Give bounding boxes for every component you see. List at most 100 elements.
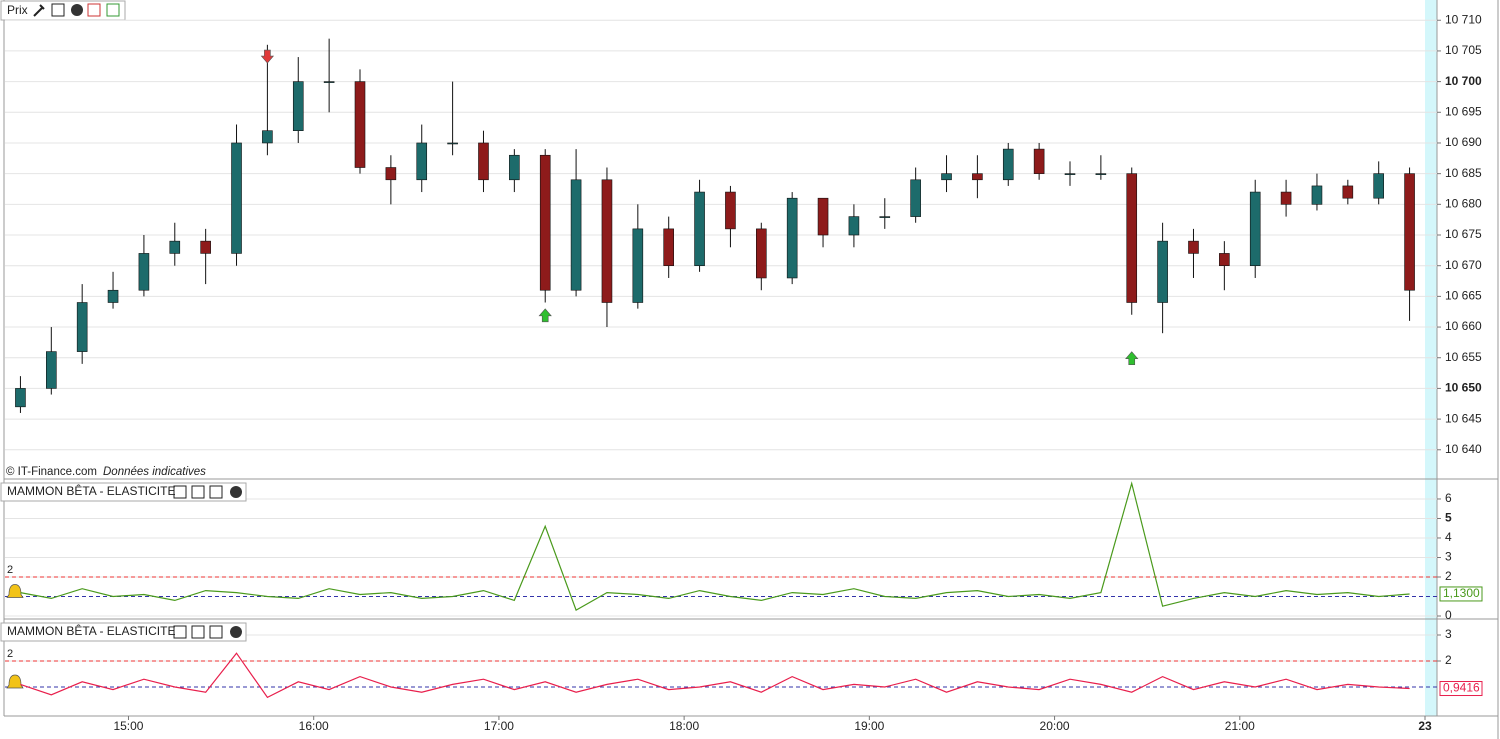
- y-tick-label: 10 680: [1445, 197, 1482, 211]
- candle-body: [663, 228, 674, 266]
- window-icon[interactable]: [51, 3, 65, 17]
- header-icon[interactable]: [209, 625, 223, 639]
- y-tick-label: 10 685: [1445, 166, 1482, 180]
- y-tick-label: 3: [1445, 550, 1452, 564]
- indicator-line: [20, 481, 1410, 611]
- candle-body: [416, 142, 428, 181]
- candle-body: [200, 240, 211, 254]
- signal-arrow: [260, 49, 275, 64]
- y-tick-label: 10 670: [1445, 258, 1482, 272]
- candle-body: [292, 81, 304, 131]
- candle-body: [941, 173, 952, 181]
- candle-body: [1373, 173, 1384, 199]
- header-icon[interactable]: [230, 486, 242, 498]
- header-icon[interactable]: [230, 626, 242, 638]
- candle-body: [15, 388, 26, 408]
- y-tick-label: 3: [1445, 627, 1452, 641]
- panel-title: MAMMON BÊTA - ELASTICITE: [7, 623, 175, 638]
- signal-arrow: [1125, 351, 1139, 366]
- copyright: © IT-Finance.com: [6, 466, 97, 478]
- candle-body: [1095, 173, 1107, 175]
- signal-arrow: [538, 308, 552, 323]
- y-tick-label: 10 695: [1445, 104, 1482, 118]
- indicator-line: [20, 652, 1410, 699]
- alert-bell: [6, 584, 24, 598]
- panel-title: MAMMON BÊTA - ELASTICITE: [7, 483, 175, 498]
- close-icon[interactable]: [71, 4, 83, 16]
- down-icon[interactable]: [87, 3, 101, 17]
- candle-body: [354, 81, 366, 168]
- y-tick-label: 10 690: [1445, 135, 1482, 149]
- candle-body: [447, 142, 458, 145]
- candle-body: [1311, 185, 1323, 205]
- level-label: 2: [7, 648, 13, 660]
- y-tick-label: 2: [1445, 569, 1452, 583]
- candle-body: [570, 179, 582, 291]
- y-tick-label: 10 710: [1445, 12, 1482, 26]
- y-tick-label: 5: [1445, 511, 1452, 525]
- value-box: [1439, 586, 1483, 602]
- x-tick-label: 18:00: [669, 719, 699, 733]
- y-tick-label: 2: [1445, 653, 1452, 667]
- y-tick-label: 10 665: [1445, 289, 1482, 303]
- candle-body: [1404, 173, 1415, 291]
- candle-body: [1188, 240, 1199, 254]
- y-tick-label: 10 705: [1445, 43, 1482, 57]
- candle-body: [46, 351, 57, 389]
- header-icon[interactable]: [191, 625, 205, 639]
- candle-body: [323, 81, 335, 83]
- candle-body: [1126, 173, 1138, 303]
- price-header: Prix: [0, 0, 126, 21]
- header-icon[interactable]: [173, 625, 187, 639]
- y-tick-label: 10 640: [1445, 442, 1482, 456]
- header-icon[interactable]: [209, 485, 223, 499]
- candle-body: [848, 216, 860, 236]
- y-tick-label: 0: [1445, 608, 1452, 622]
- candle-body: [169, 240, 181, 254]
- up-icon[interactable]: [106, 3, 120, 17]
- y-tick-label: 10 675: [1445, 227, 1482, 241]
- y-tick-label: 10 650: [1445, 381, 1482, 395]
- candle-body: [601, 179, 613, 303]
- candle-body: [1033, 148, 1045, 174]
- candle-body: [632, 228, 644, 303]
- last-value-label: 0,9416: [1443, 681, 1480, 695]
- header-box: [0, 482, 247, 502]
- y-tick-label: 6: [1445, 491, 1452, 505]
- y-tick-label: 10 645: [1445, 411, 1482, 425]
- candle-body: [1064, 173, 1076, 175]
- candle-body: [1342, 185, 1354, 199]
- y-tick-label: 10 655: [1445, 350, 1482, 364]
- x-tick-label: 19:00: [854, 719, 884, 733]
- candle-body: [509, 154, 520, 181]
- candle-body: [539, 154, 551, 291]
- candle-body: [879, 216, 891, 218]
- candle-body: [1280, 191, 1292, 205]
- candle-body: [1219, 253, 1230, 266]
- x-tick-label: 17:00: [484, 719, 514, 733]
- candle-body: [231, 142, 242, 254]
- candle-body: [972, 173, 983, 181]
- x-tick-label: 16:00: [299, 719, 329, 733]
- y-tick-label: 10 660: [1445, 319, 1482, 333]
- candle-body: [76, 302, 88, 352]
- header-icon[interactable]: [191, 485, 205, 499]
- header-icon[interactable]: [173, 485, 187, 499]
- candle-body: [817, 197, 829, 236]
- candle-body: [786, 197, 798, 279]
- candle-body: [1249, 191, 1261, 266]
- x-tick-label: 23: [1418, 719, 1432, 733]
- panel-title: Prix: [7, 3, 28, 17]
- candle-body: [1157, 240, 1168, 303]
- value-box: [1439, 681, 1483, 697]
- x-tick-label: 15:00: [113, 719, 143, 733]
- candle-body: [138, 253, 150, 291]
- indicator-header: MAMMON BÊTA - ELASTICITE: [0, 622, 247, 642]
- indicator-header: MAMMON BÊTA - ELASTICITE: [0, 482, 247, 502]
- candle-body: [478, 142, 489, 181]
- candle-body: [262, 130, 273, 144]
- candle-body: [756, 228, 767, 279]
- candle-body: [910, 179, 921, 217]
- settings-icon[interactable]: [33, 4, 45, 17]
